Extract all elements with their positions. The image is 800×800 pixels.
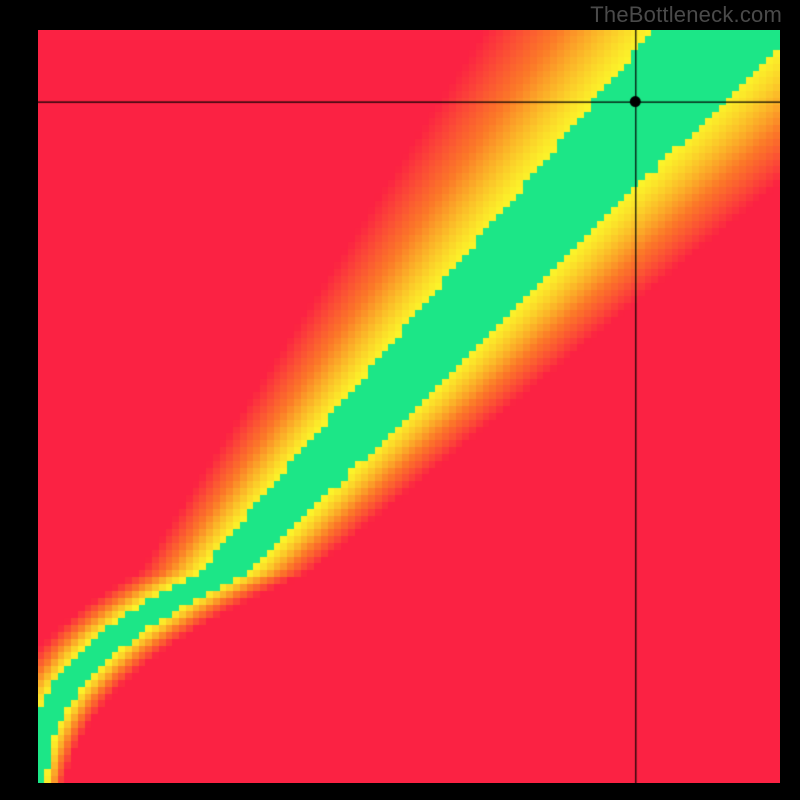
chart-container: TheBottleneck.com: [0, 0, 800, 800]
watermark-text: TheBottleneck.com: [590, 2, 782, 28]
bottleneck-heatmap: [38, 30, 780, 783]
